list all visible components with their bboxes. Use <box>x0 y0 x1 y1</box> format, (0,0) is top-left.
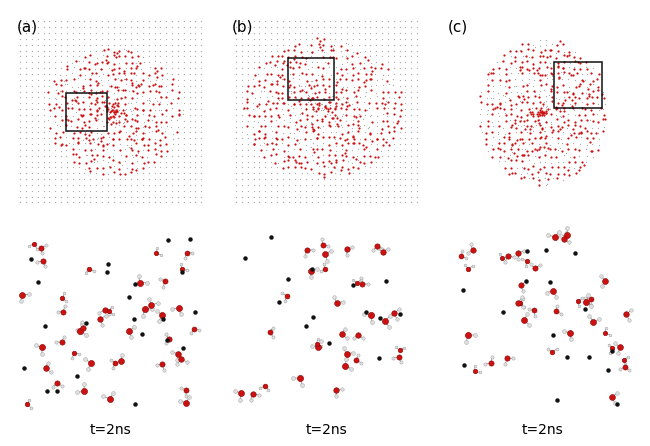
Text: t=2ns: t=2ns <box>306 423 348 437</box>
Text: (b): (b) <box>232 20 254 34</box>
Text: t=2ns: t=2ns <box>90 423 132 437</box>
Bar <box>66 93 107 131</box>
Bar <box>554 62 602 108</box>
Text: (a): (a) <box>16 20 38 34</box>
Bar <box>288 58 334 100</box>
Text: (c): (c) <box>448 20 468 34</box>
Text: t=2ns: t=2ns <box>521 423 564 437</box>
